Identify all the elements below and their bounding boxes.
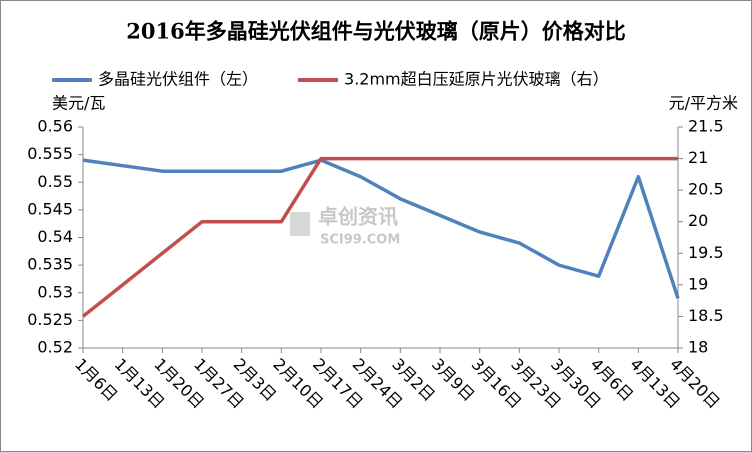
y-tick-label: 0.545 (27, 199, 73, 218)
y-axis-label: 美元/瓦 (52, 94, 105, 113)
y-tick-label: 0.555 (27, 144, 73, 163)
watermark-logo (290, 212, 310, 236)
y-tick-label: 0.55 (37, 172, 73, 191)
y-tick-label: 0.56 (37, 117, 73, 136)
y2-tick-label: 18 (688, 338, 708, 357)
y-tick-label: 0.54 (37, 227, 73, 246)
y2-tick-label: 19.5 (688, 243, 724, 262)
y2-tick-label: 20 (688, 211, 708, 230)
y2-tick-label: 18.5 (688, 306, 724, 325)
watermark-sub: SCI99.COM (320, 233, 400, 248)
y-tick-label: 0.525 (27, 310, 73, 329)
series-line (82, 158, 680, 299)
y2-tick-label: 21 (688, 148, 708, 167)
y2-tick-label: 19 (688, 274, 708, 293)
y-tick-label: 0.535 (27, 255, 73, 274)
watermark: 卓创资讯 SCI99.COM (290, 205, 400, 248)
series-line (81, 156, 678, 318)
y2-tick-label: 20.5 (688, 180, 724, 199)
chart-title: 2016年多晶硅光伏组件与光伏玻璃（原片）价格对比 (126, 19, 625, 44)
y-tick-label: 0.53 (37, 282, 73, 301)
legend-label: 多晶硅光伏组件（左） (98, 70, 258, 89)
watermark-text: 卓创资讯 (318, 205, 398, 229)
y2-tick-label: 21.5 (688, 117, 724, 136)
y2-axis-label: 元/平方米 (669, 94, 738, 113)
y-tick-label: 0.52 (37, 338, 73, 357)
legend-label: 3.2mm超白压延原片光伏玻璃（右） (344, 70, 609, 89)
